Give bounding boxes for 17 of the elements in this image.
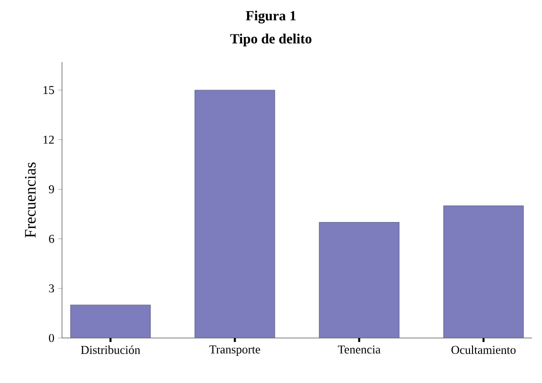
x-tick-label: Distribución — [80, 346, 140, 354]
chart-subtitle: Tipo de delito — [230, 34, 312, 46]
x-tick-label: Tenencia — [338, 346, 381, 354]
bar — [318, 222, 400, 338]
y-tick-label: 9 — [48, 185, 54, 194]
chart-title: Figura 1 — [246, 10, 296, 24]
x-tick-label: Transporte — [209, 346, 260, 356]
bar — [194, 90, 276, 338]
bar — [443, 206, 524, 338]
y-axis-title: Frecuencias — [24, 162, 36, 238]
y-tick-label: 0 — [48, 334, 54, 342]
y-tick-label: 6 — [49, 234, 54, 243]
x-tick-label: Ocultamiento — [451, 346, 516, 354]
bar — [70, 304, 151, 338]
y-tick-label: 12 — [44, 136, 54, 144]
y-tick-label: 15 — [44, 86, 54, 94]
y-tick-label: 3 — [49, 284, 54, 292]
